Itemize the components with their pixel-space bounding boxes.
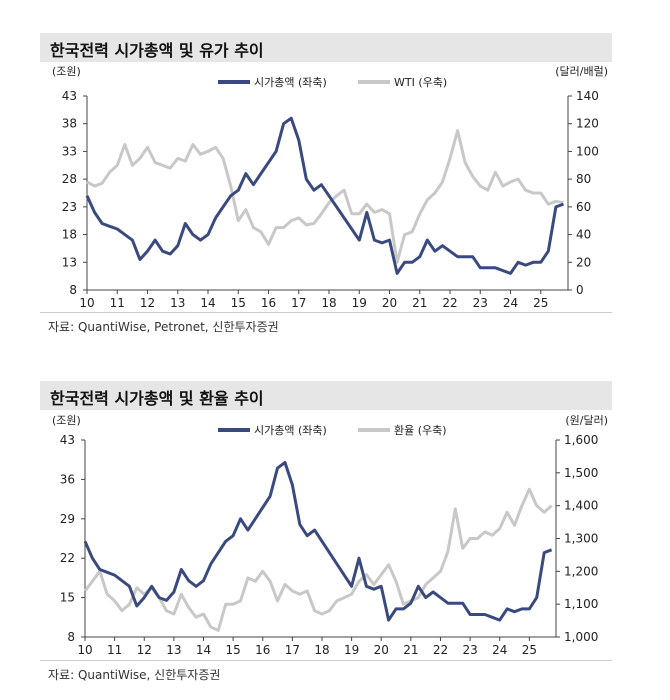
x-tick-label: 20	[374, 643, 389, 657]
chart1-divider	[40, 312, 612, 313]
y-left-tick-label: 29	[60, 512, 75, 526]
y-right-tick-label: 100	[576, 144, 599, 158]
legend-label: 시가총액 (좌축)	[254, 76, 327, 89]
x-tick-label: 23	[462, 643, 477, 657]
series-line-market-cap	[83, 461, 553, 622]
series-line-right-axis	[86, 129, 564, 264]
series-line-right-axis	[83, 487, 553, 632]
x-tick-label: 19	[352, 296, 367, 310]
chart2-right-unit: (원/달러)	[565, 414, 608, 427]
chart1-right-unit: (달러/배럴)	[555, 65, 608, 78]
x-tick-label: 25	[522, 643, 537, 657]
y-right-tick-label: 1,000	[564, 630, 598, 644]
y-left-tick-label: 13	[62, 255, 77, 269]
x-tick-label: 13	[170, 296, 185, 310]
y-right-tick-label: 80	[576, 172, 591, 186]
y-left-tick-label: 43	[62, 89, 77, 103]
x-tick-label: 22	[442, 296, 457, 310]
chart2-source: 자료: QuantiWise, 신한투자증권	[48, 668, 221, 682]
y-left-tick-label: 38	[62, 117, 77, 131]
chart2-left-unit: (조원)	[52, 414, 81, 427]
chart1-left-unit: (조원)	[52, 65, 81, 78]
x-tick-label: 14	[200, 296, 215, 310]
x-tick-label: 10	[79, 296, 94, 310]
y-left-tick-label: 22	[60, 551, 75, 565]
y-right-tick-label: 40	[576, 228, 591, 242]
x-tick-label: 14	[196, 643, 211, 657]
x-tick-label: 20	[382, 296, 397, 310]
x-tick-label: 17	[291, 296, 306, 310]
x-tick-label: 18	[321, 296, 336, 310]
x-tick-label: 15	[231, 296, 246, 310]
chart1-source: 자료: QuantiWise, Petronet, 신한투자증권	[48, 320, 279, 334]
y-left-tick-label: 28	[62, 172, 77, 186]
y-left-tick-label: 18	[62, 228, 77, 242]
y-left-tick-label: 33	[62, 144, 77, 158]
x-tick-label: 22	[433, 643, 448, 657]
legend-label: WTI (우축)	[394, 76, 447, 89]
x-tick-label: 17	[285, 643, 300, 657]
x-tick-label: 25	[533, 296, 548, 310]
x-tick-label: 15	[225, 643, 240, 657]
x-tick-label: 11	[107, 643, 122, 657]
x-tick-label: 23	[473, 296, 488, 310]
y-right-tick-label: 1,400	[564, 499, 598, 513]
y-right-tick-label: 1,500	[564, 466, 598, 480]
x-tick-label: 21	[412, 296, 427, 310]
x-tick-label: 10	[77, 643, 92, 657]
x-tick-label: 11	[110, 296, 125, 310]
y-right-tick-label: 1,600	[564, 433, 598, 447]
y-left-tick-label: 43	[60, 433, 75, 447]
legend-label: 환율 (우축)	[394, 424, 447, 437]
y-left-tick-label: 36	[60, 472, 75, 486]
y-right-tick-label: 0	[576, 283, 584, 297]
y-right-tick-label: 140	[576, 89, 599, 103]
x-tick-label: 16	[255, 643, 270, 657]
y-left-tick-label: 8	[69, 283, 77, 297]
x-tick-label: 13	[166, 643, 181, 657]
y-left-tick-label: 23	[62, 200, 77, 214]
x-tick-label: 21	[403, 643, 418, 657]
x-tick-label: 12	[140, 296, 155, 310]
y-right-tick-label: 20	[576, 255, 591, 269]
x-tick-label: 16	[261, 296, 276, 310]
y-right-tick-label: 1,100	[564, 597, 598, 611]
series-line-market-cap	[85, 116, 565, 275]
y-left-tick-label: 15	[60, 591, 75, 605]
x-tick-label: 19	[344, 643, 359, 657]
x-tick-label: 24	[492, 643, 507, 657]
chart2-divider	[40, 660, 612, 661]
y-right-tick-label: 1,300	[564, 532, 598, 546]
chart2-title: 한국전력 시가총액 및 환율 추이	[50, 389, 264, 408]
legend-label: 시가총액 (좌축)	[254, 424, 327, 437]
x-tick-label: 24	[503, 296, 518, 310]
y-right-tick-label: 60	[576, 200, 591, 214]
chart1-title-bar: 한국전력 시가총액 및 유가 추이	[40, 33, 612, 62]
y-right-tick-label: 120	[576, 117, 599, 131]
x-tick-label: 18	[314, 643, 329, 657]
y-left-tick-label: 8	[67, 630, 75, 644]
x-tick-label: 12	[137, 643, 152, 657]
chart1-title: 한국전력 시가총액 및 유가 추이	[50, 41, 264, 60]
chart2-title-bar: 한국전력 시가총액 및 환율 추이	[40, 381, 612, 410]
y-right-tick-label: 1,200	[564, 564, 598, 578]
